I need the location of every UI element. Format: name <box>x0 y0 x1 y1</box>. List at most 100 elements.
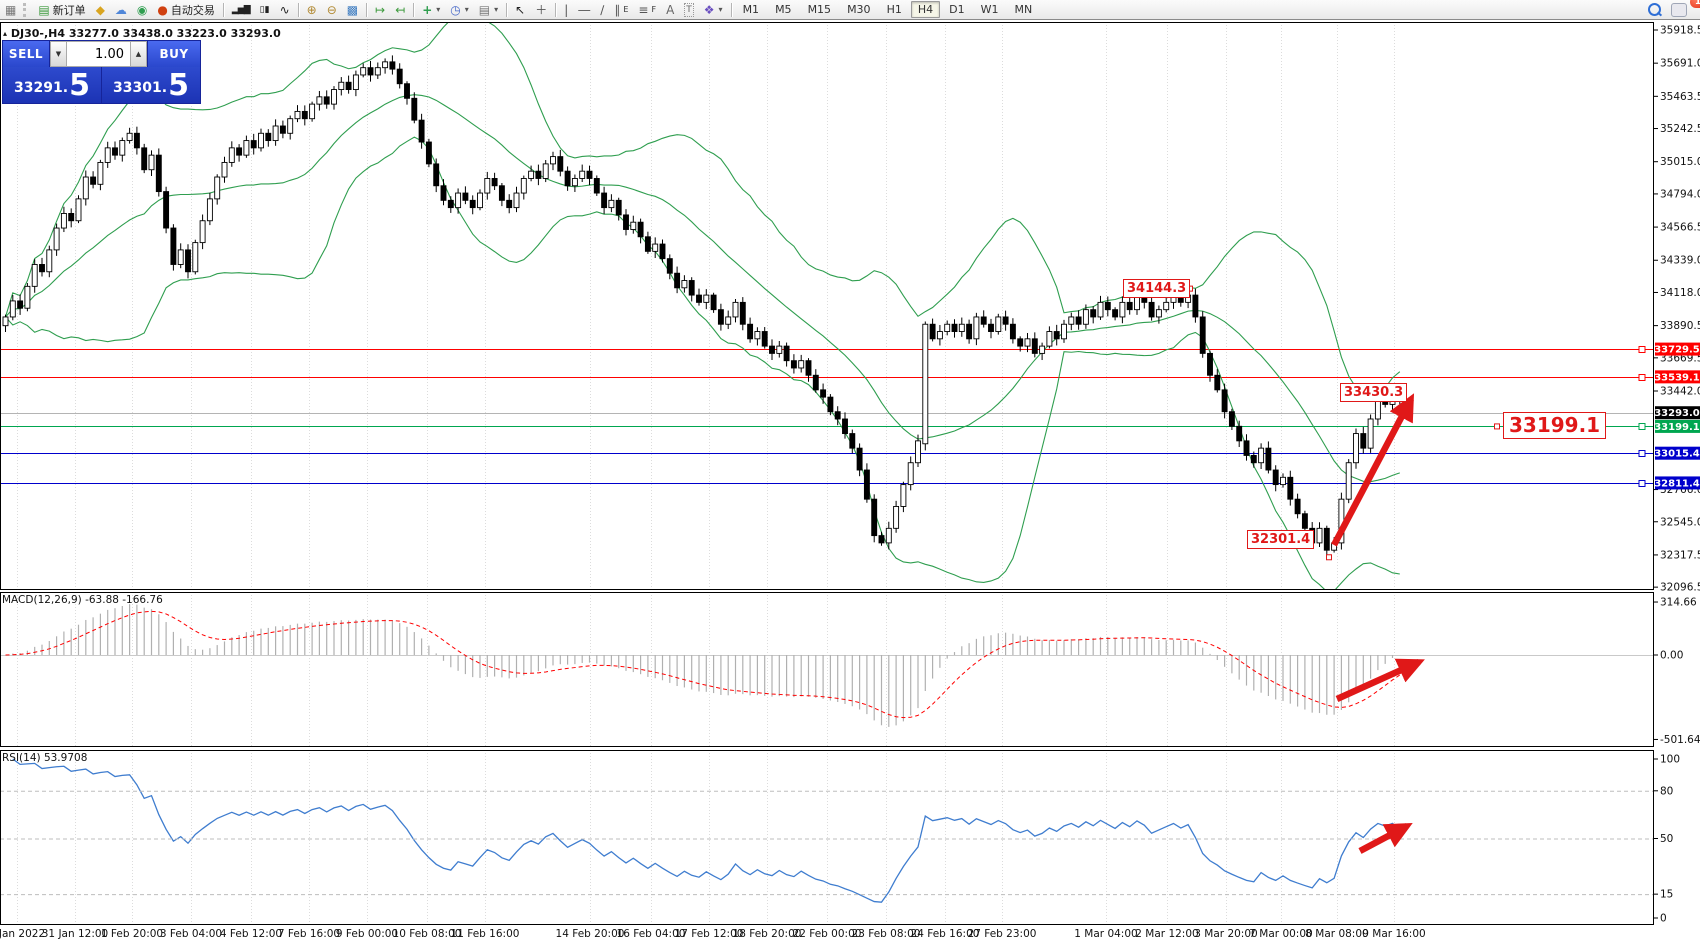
volume-decrease-button[interactable]: ▼ <box>50 41 67 67</box>
periods-icon[interactable]: ◷ ▾ <box>450 2 469 17</box>
time-axis-label: 3 Jan 2022 <box>0 928 45 940</box>
time-axis-label: 23 Feb 08:00 <box>852 928 921 940</box>
indicators-icon[interactable]: + ▾ <box>422 2 441 17</box>
timeframe-w1-button[interactable]: W1 <box>980 3 999 16</box>
timeframe-mn-button[interactable]: MN <box>1014 3 1033 16</box>
price-axis-tick: 34566.5 <box>1660 222 1700 234</box>
volume-increase-button[interactable]: ▲ <box>130 41 147 67</box>
community-icon[interactable]: ☁ <box>114 2 127 17</box>
sell-button[interactable]: SELL <box>3 41 50 67</box>
price-axis-tick: 32317.5 <box>1660 549 1700 561</box>
zoom-out-icon[interactable]: ⊖ <box>326 2 337 17</box>
timeframe-h1-button[interactable]: H1 <box>886 3 902 16</box>
timeframe-m30-button[interactable]: M30 <box>847 3 871 16</box>
notifications-icon[interactable]: 1 <box>1666 0 1700 18</box>
macd-up-arrow[interactable] <box>1335 658 1425 702</box>
main-toolbar: ▦ ▤ 新订单 ◆ ☁ ◉ ● 自动交易 ▂▅▇ ▯▮ ∿ ⊕ ⊖ ▩ ↦ ↤ … <box>0 0 1700 20</box>
notification-badge: 1 <box>1690 0 1700 8</box>
toolbar-separator <box>730 2 732 17</box>
auto-scroll-icon[interactable]: ↦ <box>375 2 386 17</box>
time-axis-label: 2 Mar 12:00 <box>1135 928 1198 940</box>
rsi-label: RSI(14) 53.9708 <box>2 752 88 764</box>
time-axis-label: 7 Mar 00:00 <box>1249 928 1312 940</box>
price-annotation-low[interactable]: 32301.4 <box>1247 530 1315 549</box>
price-annotation-peak[interactable]: 34144.3 <box>1123 279 1191 298</box>
price-axis-tick: 34118.0 <box>1660 287 1700 299</box>
time-axis-label: 16 Feb 04:00 <box>617 928 686 940</box>
auto-trading-button[interactable]: ● 自动交易 <box>152 1 219 18</box>
timeframe-m15-button[interactable]: M15 <box>807 3 832 16</box>
time-axis-label: 7 Feb 16:00 <box>278 928 340 940</box>
price-axis-tick: 32545.0 <box>1660 516 1700 528</box>
resistance-badge: 33729.5 <box>1654 345 1700 356</box>
time-axis-label: 10 Feb 08:00 <box>393 928 462 940</box>
rsi-axis-tick: 80 <box>1660 785 1673 797</box>
rsi-axis-tick: 0 <box>1660 913 1667 925</box>
chart-shift-icon[interactable]: ↤ <box>395 2 406 17</box>
toolbar-separator <box>413 2 415 17</box>
eraser-icon[interactable]: ◆ <box>95 2 105 17</box>
time-axis-label: 9 Feb 00:00 <box>336 928 398 940</box>
new-order-label: 新订单 <box>52 3 86 17</box>
volume-input[interactable]: 1.00 <box>67 41 130 67</box>
toolbar-separator <box>506 2 508 17</box>
fibonacci-icon[interactable]: ≡ F <box>638 2 657 17</box>
sell-price[interactable]: 33291. 5 <box>3 67 102 103</box>
vertical-line-icon[interactable]: | <box>564 2 569 17</box>
time-axis-label: 3 Mar 20:00 <box>1194 928 1257 940</box>
price-annotation-recent-high[interactable]: 33430.3 <box>1340 383 1408 402</box>
time-axis-label: 14 Feb 20:00 <box>556 928 625 940</box>
time-axis-label: 1 Feb 20:00 <box>101 928 163 940</box>
signals-icon[interactable]: ◉ <box>136 2 148 17</box>
rsi-up-arrow[interactable] <box>1358 822 1413 854</box>
macd-axis-tick: 0.00 <box>1660 650 1683 662</box>
resistance-badge: 33539.1 <box>1654 372 1700 383</box>
macd-axis-tick: -501.64 <box>1660 734 1700 746</box>
channel-icon[interactable]: ∥ E <box>614 2 629 17</box>
arrows-icon[interactable]: ❖ ▾ <box>703 2 723 17</box>
candlestick-chart-icon[interactable]: ▯▮ <box>259 4 270 15</box>
text-icon[interactable]: A <box>666 2 675 17</box>
timeframe-d1-button[interactable]: D1 <box>949 3 965 16</box>
trendline-icon[interactable]: ∕ <box>600 2 605 17</box>
rsi-axis-tick: 50 <box>1660 833 1673 845</box>
price-up-arrow[interactable] <box>1331 393 1415 547</box>
templates-icon[interactable]: ▤ ▾ <box>478 2 499 17</box>
new-order-icon: ▤ <box>38 2 50 17</box>
price-annotation-level[interactable]: 33199.1 <box>1503 412 1607 439</box>
search-icon[interactable] <box>1643 1 1666 18</box>
time-axis-label: 17 Feb 12:00 <box>675 928 744 940</box>
timeframe-m1-button[interactable]: M1 <box>742 3 760 16</box>
price-axis-tick: 33890.5 <box>1660 320 1700 332</box>
zoom-in-icon[interactable]: ⊕ <box>306 2 317 17</box>
buy-price[interactable]: 33301. 5 <box>113 68 189 103</box>
crosshair-icon[interactable]: ＋ <box>535 2 548 17</box>
timeframe-m5-button[interactable]: M5 <box>775 3 792 16</box>
horizontal-line-icon[interactable]: ― <box>578 2 591 17</box>
macd-axis-tick: 314.66 <box>1660 597 1697 609</box>
new-chart-icon[interactable]: ▦ <box>5 2 17 17</box>
timeframe-h4-button[interactable]: H4 <box>910 1 941 18</box>
time-axis-label: 22 Feb 00:00 <box>793 928 862 940</box>
pivot-badge: 33199.1 <box>1654 422 1700 433</box>
rsi-axis-tick: 15 <box>1660 889 1673 901</box>
price-axis-tick: 35015.0 <box>1660 156 1700 168</box>
text-label-icon[interactable]: T <box>684 2 694 17</box>
line-chart-icon[interactable]: ∿ <box>279 2 290 17</box>
bar-chart-icon[interactable]: ▂▅▇ <box>231 4 251 15</box>
current-price-badge: 33293.0 <box>1654 408 1700 419</box>
support-badge: 33015.4 <box>1654 449 1700 460</box>
tile-windows-icon[interactable]: ▩ <box>346 2 359 17</box>
price-axis-tick: 33442.0 <box>1660 386 1700 398</box>
new-order-button[interactable]: ▤ 新订单 <box>33 1 90 18</box>
time-axis-label: 9 Mar 16:00 <box>1362 928 1425 940</box>
price-axis-tick: 35463.5 <box>1660 91 1700 103</box>
buy-button[interactable]: BUY <box>147 41 200 67</box>
cursor-icon[interactable]: ↖ <box>515 2 526 17</box>
auto-trading-icon: ● <box>157 2 168 17</box>
collapse-arrow-icon[interactable]: ▴ <box>3 29 8 38</box>
timeframe-bar: M1 M5 M15 M30 H1 H4 D1 W1 MN <box>735 1 1041 18</box>
symbol-ohlc-line: ▴ DJ30-,H4 33277.0 33438.0 33223.0 33293… <box>3 27 281 40</box>
